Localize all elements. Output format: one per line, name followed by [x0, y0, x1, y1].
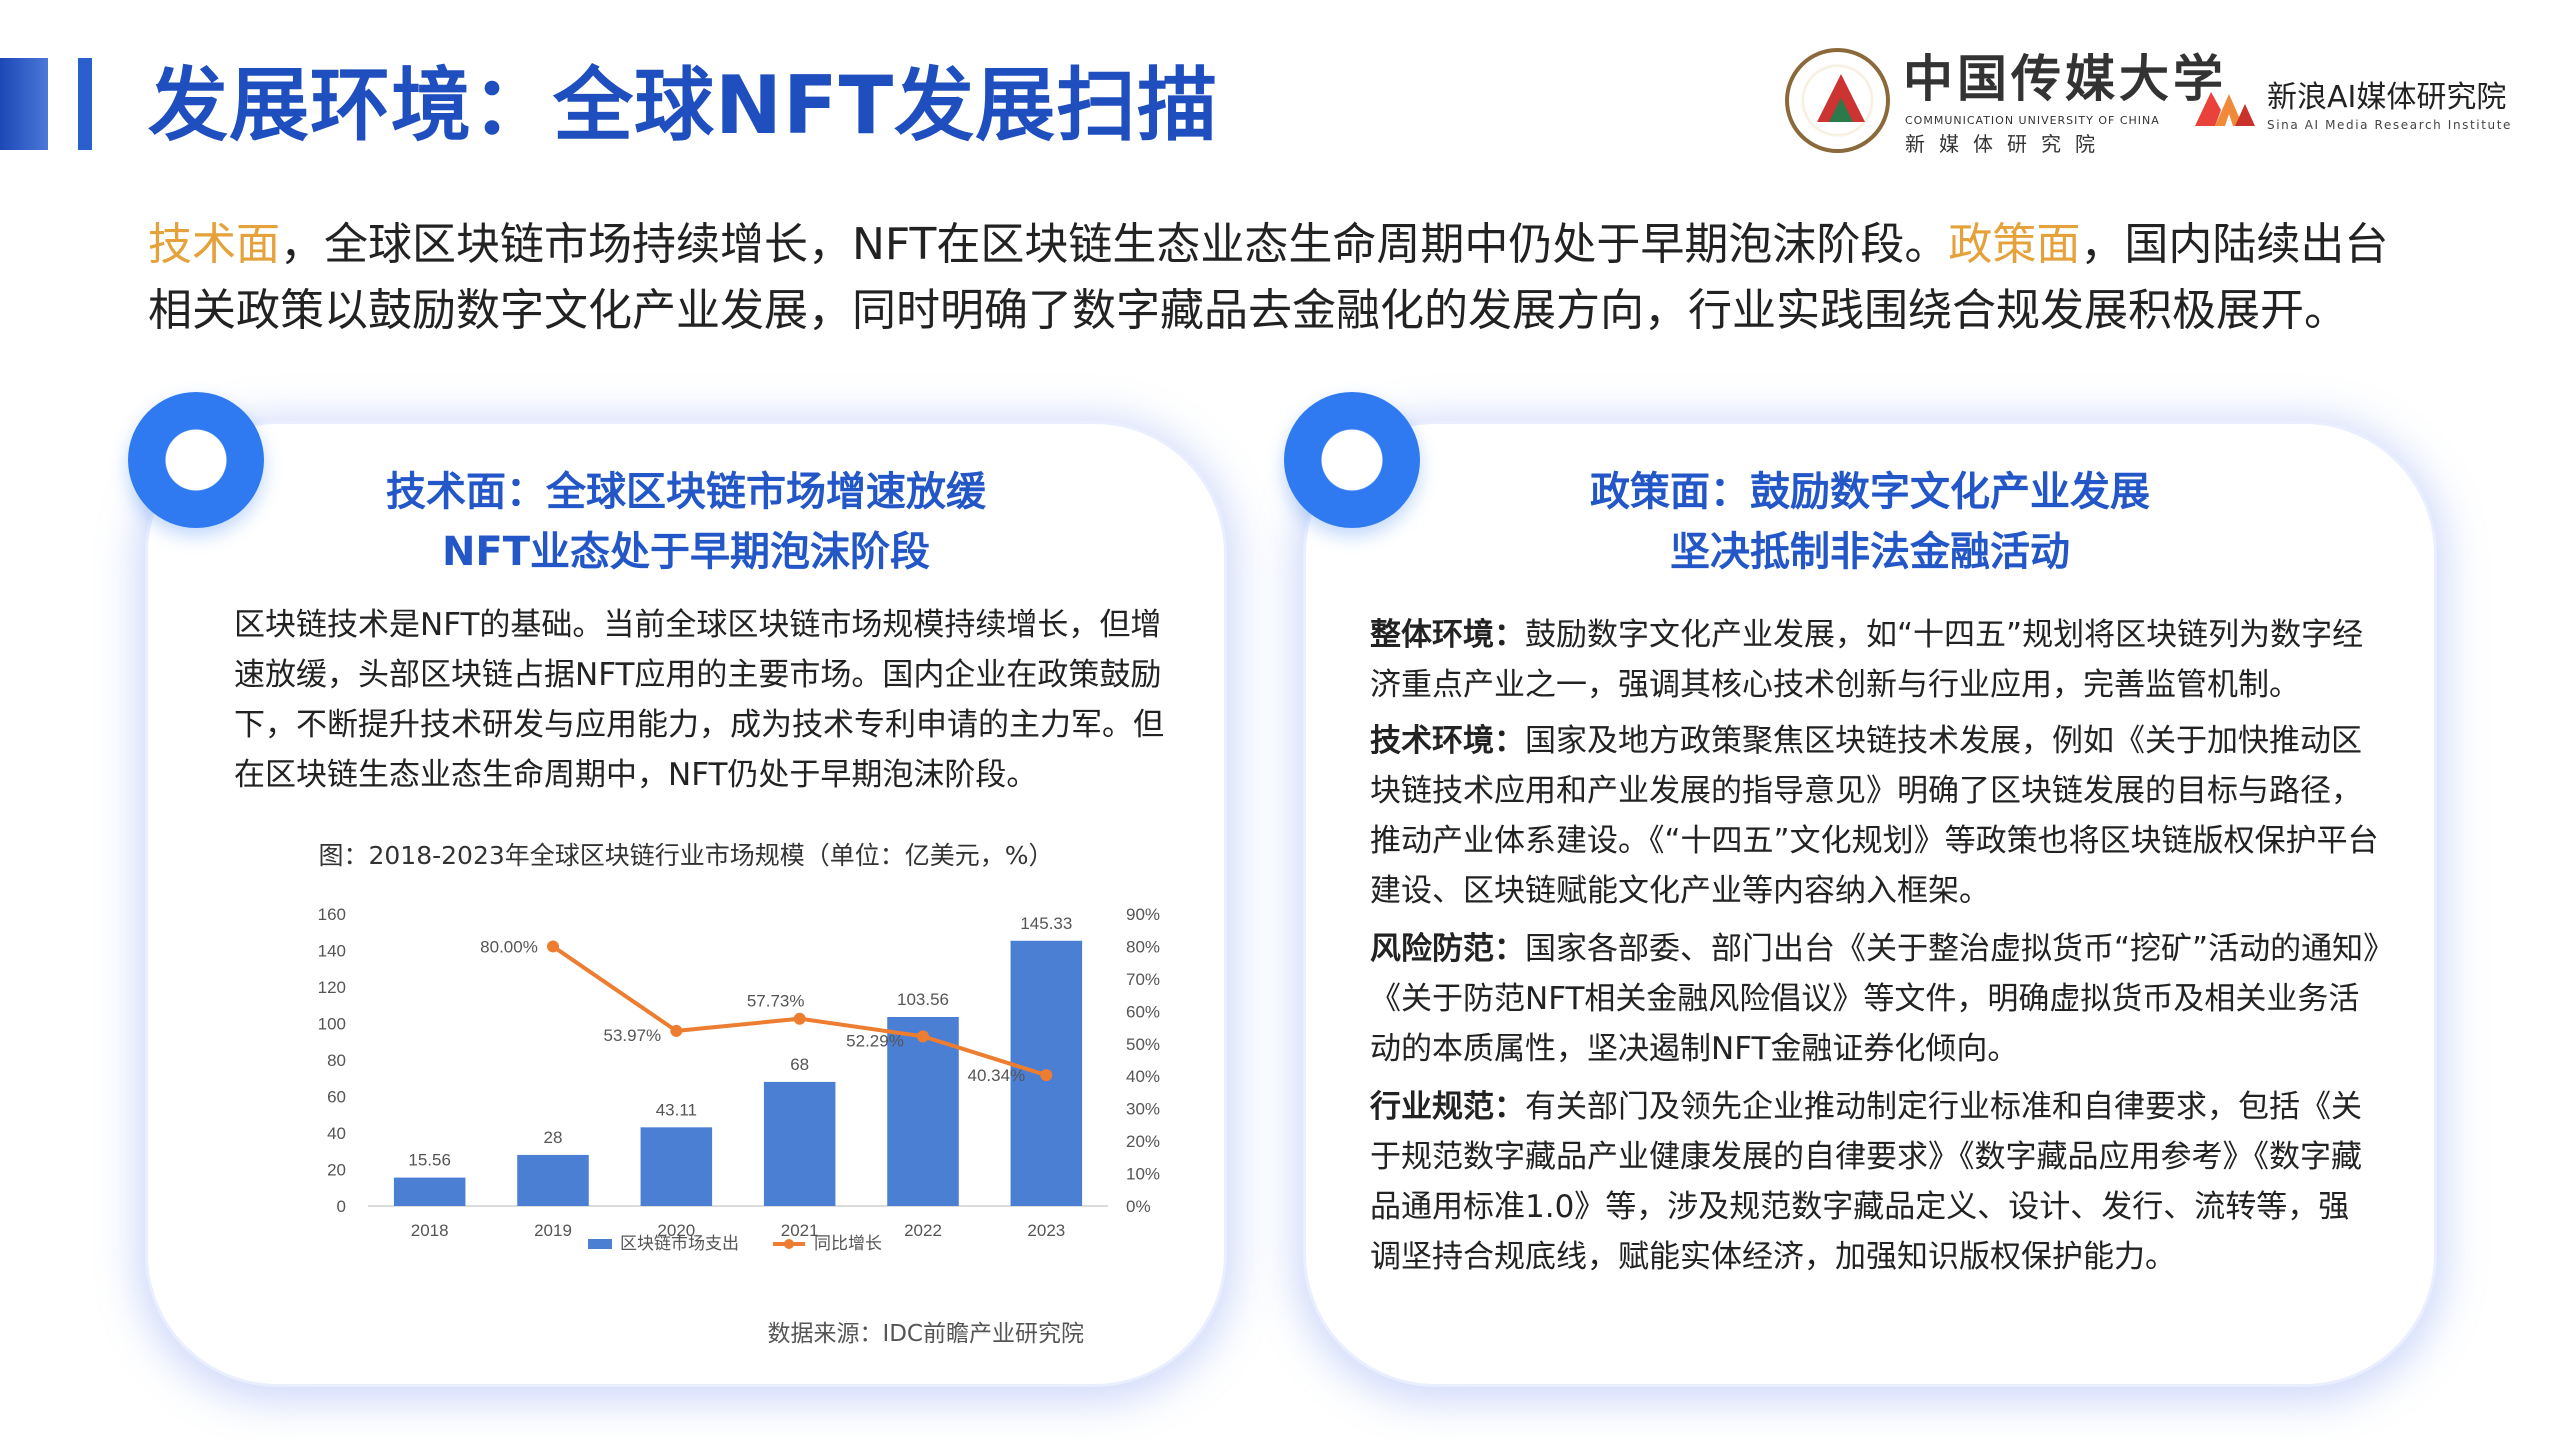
- policy-item-label: 行业规范：: [1370, 1089, 1525, 1125]
- tech-card-ring-icon: [128, 392, 264, 528]
- legend-line-marker: [784, 1239, 794, 1249]
- bar-market-spending: [640, 1127, 713, 1206]
- y-right-tick-label: 60%: [1126, 1002, 1160, 1021]
- growth-value-label: 57.73%: [747, 992, 805, 1011]
- y-right-tick-label: 30%: [1126, 1100, 1160, 1119]
- legend-bar-swatch: [588, 1239, 612, 1249]
- y-right-tick-label: 80%: [1126, 937, 1160, 956]
- policy-card-title: 政策面：鼓励数字文化产业发展 坚决抵制非法金融活动: [1306, 462, 2434, 582]
- growth-value-label: 52.29%: [846, 1031, 904, 1050]
- title-accent-bar-narrow: [78, 58, 92, 150]
- intro-highlight-policy: 政策面: [1948, 219, 2081, 270]
- policy-card-ring-icon: [1284, 392, 1420, 528]
- y-left-tick-label: 160: [318, 905, 346, 924]
- growth-point: [547, 940, 559, 953]
- cuc-subtitle: 新媒体研究院: [1905, 132, 2109, 156]
- bar-market-spending: [517, 1154, 589, 1206]
- y-left-tick-label: 120: [318, 978, 346, 997]
- title-accent-bar-wide: [0, 58, 48, 150]
- bar-value-label: 145.33: [1020, 914, 1072, 933]
- page-title: 发展环境：全球NFT发展扫描: [148, 59, 1219, 152]
- policy-item-label: 整体环境：: [1370, 617, 1525, 653]
- bar-market-spending: [763, 1081, 836, 1206]
- policy-card-title-line2: 坚决抵制非法金融活动: [1670, 529, 2070, 575]
- bar-value-label: 15.56: [408, 1151, 451, 1170]
- tech-card-title-line2: NFT业态处于早期泡沫阶段: [441, 529, 931, 575]
- x-tick-label: 2019: [534, 1221, 572, 1240]
- x-tick-label: 2020: [657, 1221, 695, 1240]
- y-right-tick-label: 0%: [1126, 1197, 1151, 1216]
- y-right-tick-label: 70%: [1126, 970, 1160, 989]
- policy-item-text: 鼓励数字文化产业发展，如“十四五”规划将区块链列为数字经济重点产业之一，强调其核…: [1370, 617, 2364, 703]
- policy-item-overall: 整体环境：鼓励数字文化产业发展，如“十四五”规划将区块链列为数字经济重点产业之一…: [1370, 610, 2380, 710]
- intro-text-tech: ，全球区块链市场持续增长，NFT在区块链生态业态生命周期中仍处于早期泡沫阶段。: [280, 219, 1949, 270]
- tech-card: 技术面：全球区块链市场增速放缓 NFT业态处于早期泡沫阶段 区块链技术是NFT的…: [148, 424, 1224, 1384]
- title-accent-bars: [0, 58, 100, 150]
- growth-value-label: 80.00%: [480, 937, 538, 956]
- policy-item-technology: 技术环境：国家及地方政策聚焦区块链技术发展，例如《关于加快推动区块链技术应用和产…: [1370, 716, 2380, 916]
- growth-point: [917, 1030, 929, 1043]
- growth-point: [793, 1012, 806, 1025]
- y-left-tick-label: 20: [327, 1161, 346, 1180]
- sina-name-cn: 新浪AI媒体研究院: [2267, 80, 2507, 115]
- legend-line-label: 同比增长: [814, 1234, 882, 1253]
- growth-point: [670, 1024, 683, 1037]
- y-left-tick-label: 60: [327, 1088, 346, 1107]
- y-right-tick-label: 40%: [1126, 1067, 1160, 1086]
- bar-value-label: 28: [544, 1128, 563, 1147]
- x-tick-label: 2018: [411, 1221, 449, 1240]
- cuc-seal-icon: [1785, 48, 1890, 153]
- y-right-tick-label: 10%: [1126, 1165, 1160, 1184]
- policy-item-text: 国家各部委、部门出台《关于整治虚拟货币“挖矿”活动的通知》《关于防范NFT相关金…: [1370, 931, 2379, 1067]
- x-tick-label: 2022: [904, 1221, 942, 1240]
- blockchain-market-chart: 0 20 40 60 80 100 120 140 160 0% 10% 20% 30% 40% 50% 60…: [318, 905, 1160, 1253]
- intro-text-policy: ，国内陆续出台相关政策以鼓励数字文化产业发展，同时明确了数字藏品去金融化的发展方…: [148, 219, 2389, 336]
- growth-value-label: 40.34%: [967, 1066, 1025, 1085]
- x-tick-label: 2021: [781, 1221, 819, 1240]
- intro-highlight-tech: 技术面: [148, 219, 280, 270]
- tech-card-body: 区块链技术是NFT的基础。当前全球区块链市场规模持续增长，但增速放缓，头部区块链…: [234, 607, 1164, 793]
- y-left-tick-label: 0: [337, 1197, 346, 1216]
- y-right-tick-label: 90%: [1126, 905, 1160, 924]
- growth-point: [1040, 1069, 1053, 1082]
- policy-item-label: 风险防范：: [1370, 931, 1525, 967]
- y-left-tick-label: 100: [318, 1015, 346, 1034]
- y-right-tick-label: 20%: [1126, 1132, 1160, 1151]
- cuc-name-cn: 中国传媒大学: [1903, 49, 2227, 108]
- policy-card: 政策面：鼓励数字文化产业发展 坚决抵制非法金融活动 整体环境：鼓励数字文化产业发…: [1306, 424, 2434, 1384]
- policy-item-text: 国家及地方政策聚焦区块链技术发展，例如《关于加快推动区块链技术应用和产业发展的指…: [1370, 723, 2379, 909]
- policy-item-industry: 行业规范：有关部门及领先企业推动制定行业标准和自律要求，包括《关于规范数字藏品产…: [1370, 1082, 2380, 1282]
- legend-bar-label: 区块链市场支出: [620, 1234, 739, 1253]
- bar-market-spending: [887, 1017, 959, 1206]
- y-left-tick-label: 140: [318, 942, 346, 961]
- cuc-logo: 中国传媒大学 COMMUNICATION UNIVERSITY OF CHINA…: [1785, 48, 2223, 158]
- y-left-tick-label: 80: [327, 1051, 346, 1070]
- cuc-name-en: COMMUNICATION UNIVERSITY OF CHINA: [1905, 114, 2160, 127]
- policy-item-risk: 风险防范：国家各部委、部门出台《关于整治虚拟货币“挖矿”活动的通知》《关于防范N…: [1370, 924, 2380, 1074]
- bar-value-label: 103.56: [897, 990, 949, 1009]
- y-right-tick-label: 50%: [1126, 1035, 1160, 1054]
- chart-caption: 图：2018-2023年全球区块链行业市场规模（单位：亿美元，%）: [318, 841, 1054, 870]
- y-left-tick-label: 40: [327, 1124, 346, 1143]
- bar-value-label: 43.11: [656, 1100, 697, 1119]
- sina-m-icon: [2195, 92, 2255, 126]
- sina-name-en: Sina AI Media Research Institute: [2267, 118, 2513, 132]
- tech-card-title: 技术面：全球区块链市场增速放缓 NFT业态处于早期泡沫阶段: [148, 462, 1224, 582]
- intro-paragraph: 技术面，全球区块链市场持续增长，NFT在区块链生态业态生命周期中仍处于早期泡沫阶…: [148, 212, 2428, 344]
- bar-value-label: 68: [790, 1055, 809, 1074]
- bar-market-spending: [393, 1177, 466, 1206]
- sina-logo: 新浪AI媒体研究院 Sina AI Media Research Institu…: [2195, 78, 2525, 138]
- policy-item-label: 技术环境：: [1370, 723, 1525, 759]
- growth-value-label: 53.97%: [603, 1026, 661, 1045]
- chart-source: 数据来源：IDC前瞻产业研究院: [767, 1321, 1084, 1347]
- policy-item-text: 有关部门及领先企业推动制定行业标准和自律要求，包括《关于规范数字藏品产业健康发展…: [1370, 1089, 2362, 1275]
- policy-card-title-line1: 政策面：鼓励数字文化产业发展: [1590, 469, 2150, 515]
- tech-card-title-line1: 技术面：全球区块链市场增速放缓: [386, 469, 986, 515]
- x-tick-label: 2023: [1027, 1221, 1065, 1240]
